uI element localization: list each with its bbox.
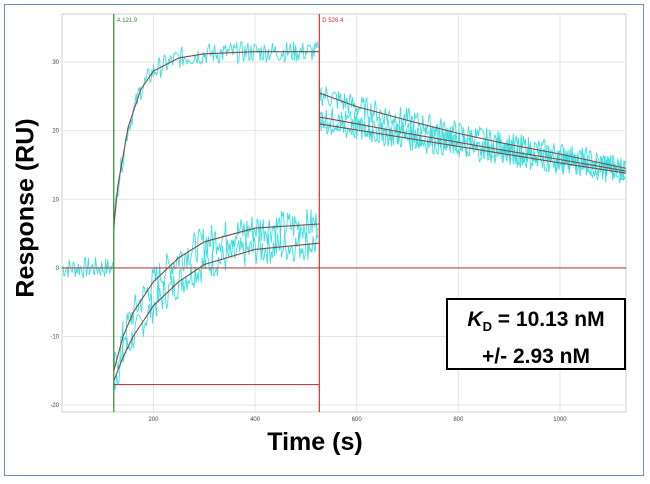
kd-symbol: K xyxy=(467,308,483,331)
raw-trace-association xyxy=(113,228,319,391)
y-tick-label: -10 xyxy=(50,335,59,341)
fit-curve xyxy=(113,51,320,227)
chart-frame xyxy=(4,4,644,476)
y-tick-label: 20 xyxy=(52,129,59,135)
y-tick-label: 0 xyxy=(56,266,60,272)
event-marker-label: D 526.4 xyxy=(322,18,344,24)
raw-trace-dissociation xyxy=(318,112,626,184)
kd-error: +/- 2.93 nM xyxy=(482,345,590,369)
fit-curve xyxy=(318,92,627,169)
kd-subscript: D xyxy=(482,319,492,335)
y-tick-label: 10 xyxy=(52,197,59,203)
kd-value: = 10.13 nM xyxy=(497,308,605,331)
fit-curve xyxy=(319,123,627,174)
kd-annotation-box: KD = 10.13 nM +/- 2.93 nM xyxy=(446,298,626,370)
y-axis-label: Response (RU) xyxy=(11,118,40,298)
x-tick-label: 1000 xyxy=(553,417,567,423)
kd-value-line: KD = 10.13 nM xyxy=(448,305,624,342)
event-marker-label: A 121.9 xyxy=(117,18,138,24)
fit-curve xyxy=(319,116,627,172)
y-tick-label: 30 xyxy=(52,60,59,66)
x-tick-label: 200 xyxy=(148,417,159,423)
x-tick-label: 400 xyxy=(250,417,261,423)
fit-curve xyxy=(113,242,320,382)
x-tick-label: 800 xyxy=(453,417,464,423)
raw-trace-association xyxy=(113,208,319,375)
y-tick-label: -20 xyxy=(50,403,59,409)
x-tick-label: 600 xyxy=(352,417,363,423)
x-axis-label: Time (s) xyxy=(267,428,363,456)
fit-curve xyxy=(113,223,320,371)
raw-trace-baseline xyxy=(61,256,114,278)
